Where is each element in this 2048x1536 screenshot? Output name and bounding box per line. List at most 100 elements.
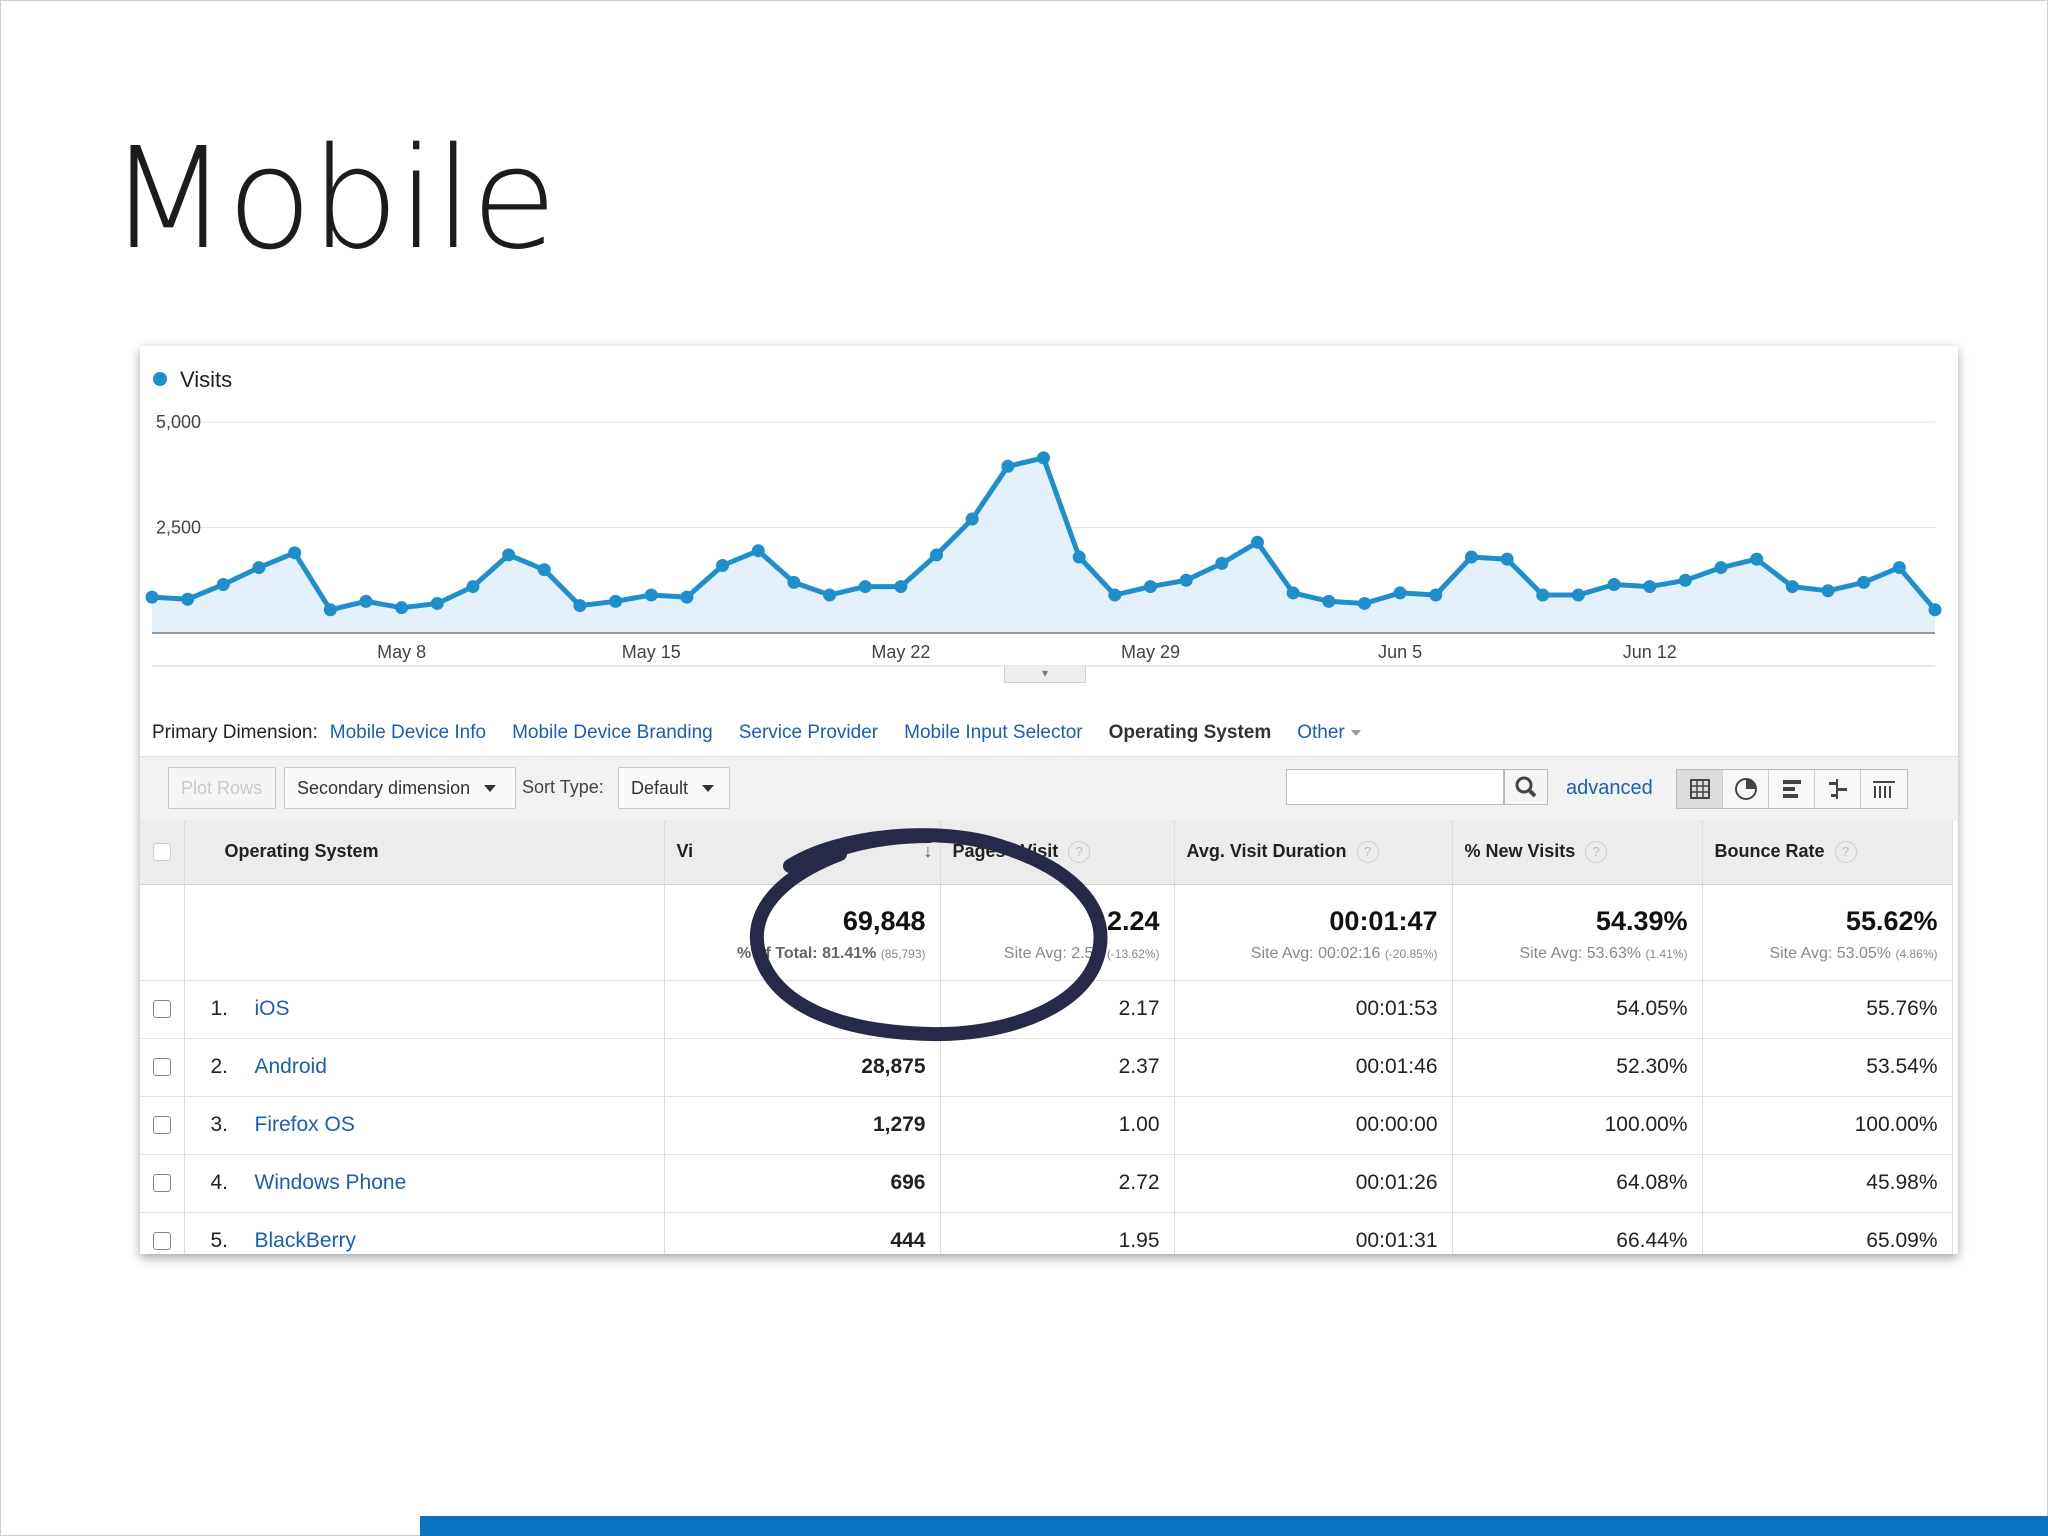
data-point[interactable]: [644, 588, 658, 602]
row-checkbox[interactable]: [152, 1232, 171, 1250]
data-point[interactable]: [751, 544, 765, 558]
data-point[interactable]: [1785, 580, 1799, 594]
data-point[interactable]: [1892, 561, 1906, 575]
help-icon[interactable]: ?: [1585, 840, 1608, 863]
data-point[interactable]: [1607, 577, 1621, 591]
row-duration: 00:01:53: [1174, 980, 1453, 1039]
data-point[interactable]: [680, 590, 694, 604]
pivot-view-button[interactable]: [1861, 770, 1907, 808]
data-point[interactable]: [716, 558, 730, 572]
col-pages-visit[interactable]: Pages / Visit?: [940, 820, 1175, 885]
data-point[interactable]: [537, 563, 551, 577]
data-point[interactable]: [145, 590, 159, 604]
dim-link-service-provider[interactable]: Service Provider: [738, 722, 879, 743]
col-visits[interactable]: Vi ↓: [664, 820, 941, 885]
data-point[interactable]: [1500, 552, 1514, 566]
row-checkbox[interactable]: [152, 1058, 171, 1076]
row-bounce: 53.54%: [1702, 1038, 1953, 1097]
row-link[interactable]: Windows Phone: [254, 1171, 407, 1194]
row-link[interactable]: iOS: [254, 997, 290, 1020]
row-name-cell: 1. iOS: [184, 980, 665, 1039]
data-point[interactable]: [1750, 552, 1764, 566]
row-number: 5.: [210, 1229, 229, 1252]
x-tick-label: May 29: [1121, 642, 1180, 662]
row-check-cell: [140, 1212, 185, 1254]
plot-rows-button[interactable]: Plot Rows: [168, 767, 276, 809]
sort-type-dropdown[interactable]: Default: [618, 767, 730, 809]
dim-link-mobile-device-info[interactable]: Mobile Device Info: [329, 722, 487, 743]
data-point[interactable]: [1678, 573, 1692, 587]
search-button[interactable]: [1504, 769, 1548, 805]
table-view-button[interactable]: [1677, 770, 1723, 808]
data-point[interactable]: [1393, 586, 1407, 600]
data-point[interactable]: [930, 548, 944, 562]
dim-other-dropdown[interactable]: Other: [1297, 722, 1361, 744]
data-point[interactable]: [1322, 594, 1336, 608]
row-link[interactable]: Firefox OS: [254, 1113, 355, 1136]
total-bounce-sub: Site Avg: 53.05% (4.86%): [1704, 945, 1937, 963]
data-point[interactable]: [1179, 573, 1193, 587]
data-point[interactable]: [894, 580, 908, 594]
data-point[interactable]: [1464, 550, 1478, 564]
data-point[interactable]: [502, 548, 516, 562]
row-name-cell: 5. BlackBerry: [184, 1212, 665, 1254]
data-point[interactable]: [787, 575, 801, 589]
data-point[interactable]: [1928, 603, 1942, 617]
data-point[interactable]: [1001, 459, 1015, 473]
data-point[interactable]: [1821, 584, 1835, 598]
data-point[interactable]: [1286, 586, 1300, 600]
data-point[interactable]: [1037, 451, 1050, 465]
data-point[interactable]: [359, 594, 373, 608]
data-point[interactable]: [323, 603, 337, 617]
select-all-checkbox[interactable]: [152, 842, 171, 861]
data-point[interactable]: [1357, 596, 1371, 610]
col-new-visits[interactable]: % New Visits?: [1452, 820, 1703, 885]
data-point[interactable]: [965, 512, 979, 526]
row-link[interactable]: Android: [254, 1055, 327, 1078]
data-point[interactable]: [1072, 550, 1086, 564]
row-check-cell: [140, 980, 185, 1039]
performance-view-button[interactable]: [1769, 770, 1815, 808]
chart-collapse-handle[interactable]: ▾: [1004, 666, 1086, 683]
data-point[interactable]: [430, 596, 444, 610]
col-operating-system[interactable]: Operating System: [184, 820, 665, 885]
data-point[interactable]: [609, 594, 623, 608]
table-search-input[interactable]: [1286, 769, 1504, 805]
data-point[interactable]: [1429, 588, 1443, 602]
data-point[interactable]: [1571, 588, 1585, 602]
data-point[interactable]: [181, 592, 195, 606]
help-icon[interactable]: ?: [1068, 840, 1091, 863]
data-point[interactable]: [573, 599, 587, 613]
row-checkbox[interactable]: [152, 1000, 171, 1018]
data-point[interactable]: [823, 588, 837, 602]
data-point[interactable]: [216, 577, 230, 591]
dim-link-mobile-input-selector[interactable]: Mobile Input Selector: [904, 722, 1083, 743]
data-point[interactable]: [1250, 535, 1264, 549]
data-point[interactable]: [395, 601, 409, 615]
advanced-filter-link[interactable]: advanced: [1566, 777, 1653, 799]
col-avg-duration[interactable]: Avg. Visit Duration?: [1174, 820, 1453, 885]
data-point[interactable]: [1143, 580, 1157, 594]
row-check-cell: [140, 1038, 185, 1097]
data-point[interactable]: [1108, 588, 1122, 602]
data-point[interactable]: [1714, 561, 1728, 575]
data-point[interactable]: [858, 580, 872, 594]
data-point[interactable]: [1643, 580, 1657, 594]
pie-view-button[interactable]: [1723, 770, 1769, 808]
data-point[interactable]: [466, 580, 480, 594]
data-point[interactable]: [1857, 575, 1871, 589]
secondary-dimension-dropdown[interactable]: Secondary dimension: [284, 767, 516, 809]
help-icon[interactable]: ?: [1356, 840, 1379, 863]
data-point[interactable]: [1536, 588, 1550, 602]
col-bounce-rate[interactable]: Bounce Rate?: [1702, 820, 1953, 885]
data-point[interactable]: [288, 546, 302, 560]
row-checkbox[interactable]: [152, 1116, 171, 1134]
data-point[interactable]: [252, 561, 266, 575]
row-link[interactable]: BlackBerry: [254, 1229, 357, 1252]
dim-link-mobile-device-branding[interactable]: Mobile Device Branding: [512, 722, 713, 743]
dim-active-operating-system[interactable]: Operating System: [1108, 722, 1272, 743]
help-icon[interactable]: ?: [1834, 840, 1857, 863]
comparison-view-button[interactable]: [1815, 770, 1861, 808]
row-checkbox[interactable]: [152, 1174, 171, 1192]
data-point[interactable]: [1215, 556, 1229, 570]
